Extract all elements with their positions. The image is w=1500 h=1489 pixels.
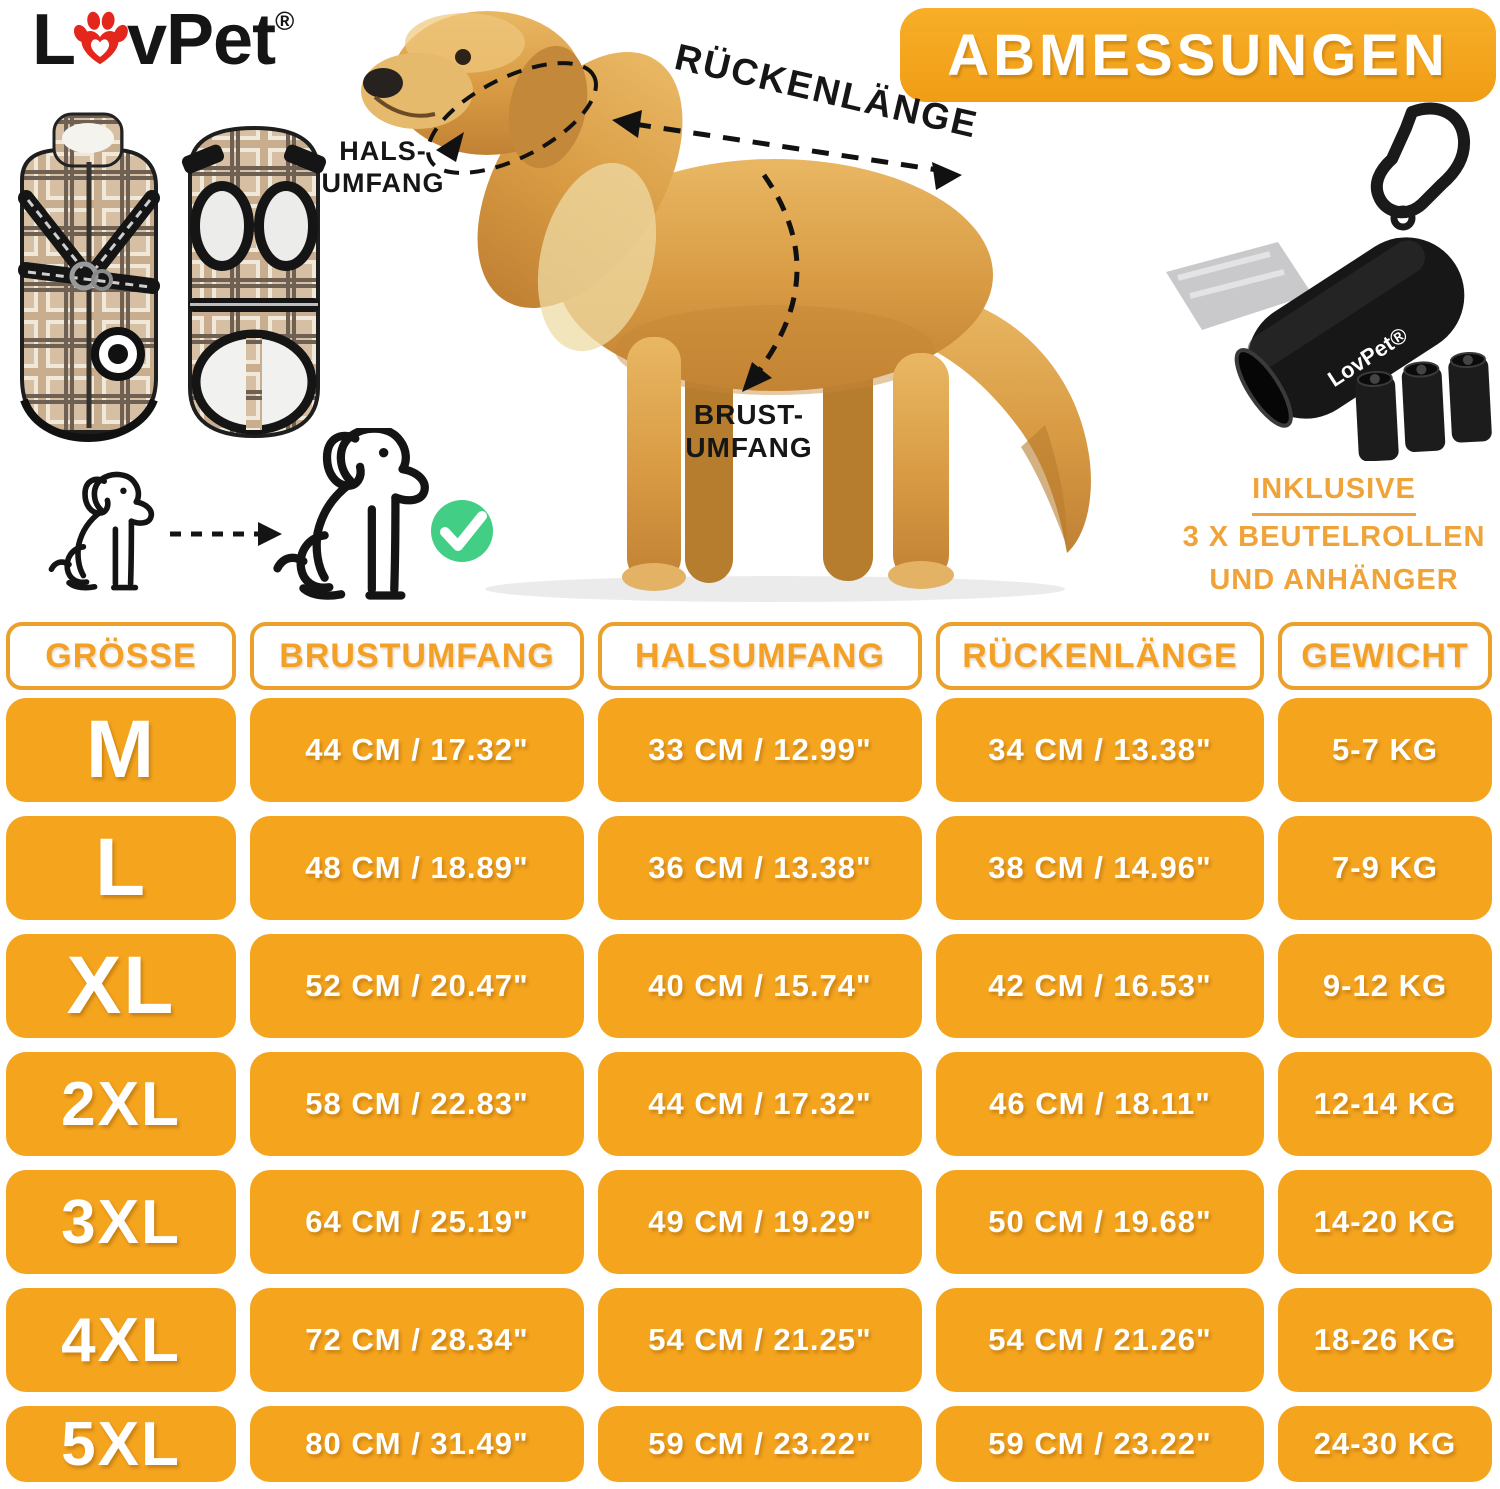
weight-cell: 24-30 KG (1278, 1406, 1492, 1482)
arrowhead (742, 362, 772, 392)
size-cell: L (6, 816, 236, 920)
table-row: 4XL 72 CM / 28.34" 54 CM / 21.25" 54 CM … (0, 1288, 1500, 1392)
arrowhead (258, 522, 282, 546)
size-cell: 3XL (6, 1170, 236, 1274)
logo-letter: L (32, 0, 76, 80)
table-row: M 44 CM / 17.32" 33 CM / 12.99" 34 CM / … (0, 698, 1500, 802)
chest-cell: 80 CM / 31.49" (250, 1406, 584, 1482)
size-up-hint (30, 428, 493, 605)
column-header-rueckenlaenge: RÜCKENLÄNGE (936, 622, 1264, 690)
included-line: UND ANHÄNGER (1209, 564, 1459, 596)
table-row: 2XL 58 CM / 22.83" 44 CM / 17.32" 46 CM … (0, 1052, 1500, 1156)
neck-cell: 36 CM / 13.38" (598, 816, 922, 920)
back-cell: 46 CM / 18.11" (936, 1052, 1264, 1156)
chest-cell: 64 CM / 25.19" (250, 1170, 584, 1274)
page-title: ABMESSUNGEN (947, 22, 1449, 88)
table-row: XL 52 CM / 20.47" 40 CM / 15.74" 42 CM /… (0, 934, 1500, 1038)
neck-measure-ellipse (426, 61, 598, 175)
chest-cell: 44 CM / 17.32" (250, 698, 584, 802)
included-line: 3 X BEUTELROLLEN (1182, 520, 1486, 553)
small-dog-icon (51, 474, 151, 587)
registered-mark: ® (275, 6, 294, 36)
table-row: 5XL 80 CM / 31.49" 59 CM / 23.22" 59 CM … (0, 1406, 1500, 1482)
weight-cell: 12-14 KG (1278, 1052, 1492, 1156)
neck-cell: 40 CM / 15.74" (598, 934, 922, 1038)
check-icon (440, 511, 487, 551)
neck-cell: 59 CM / 23.22" (598, 1406, 922, 1482)
carabiner-icon (1370, 102, 1471, 219)
title-banner: ABMESSUNGEN (900, 8, 1496, 102)
chest-cell: 48 CM / 18.89" (250, 816, 584, 920)
table-header-row: GRÖSSE BRUSTUMFANG HALSUMFANG RÜCKENLÄNG… (0, 622, 1500, 690)
chest-measure-arc (755, 173, 800, 374)
mouth (373, 95, 436, 118)
measurement-annotations (426, 61, 962, 392)
jacket-front-view (18, 112, 160, 442)
paw-heart-icon (73, 11, 128, 65)
weight-cell: 14-20 KG (1278, 1170, 1492, 1274)
size-cell: 5XL (6, 1406, 236, 1482)
back-cell: 59 CM / 23.22" (936, 1406, 1264, 1482)
eye (455, 49, 471, 65)
logo-rest: vPet (126, 0, 276, 80)
back-measure-line (633, 121, 939, 173)
arrowhead (932, 162, 962, 190)
column-header-halsumfang: HALSUMFANG (598, 622, 922, 690)
neck-cell: 49 CM / 19.29" (598, 1170, 922, 1274)
table-row: 3XL 64 CM / 25.19" 49 CM / 19.29" 50 CM … (0, 1170, 1500, 1274)
neck-cell: 33 CM / 12.99" (598, 698, 922, 802)
ear (508, 45, 588, 169)
included-items-note: INKLUSIVE 3 X BEUTELROLLEN UND ANHÄNGER (1178, 468, 1490, 603)
bag-dispenser-illustration: LovPet® (1166, 102, 1492, 461)
jacket-belly-view (181, 125, 327, 439)
size-cell: 2XL (6, 1052, 236, 1156)
dispenser-body: LovPet® (1234, 237, 1465, 428)
size-cell: 4XL (6, 1288, 236, 1392)
included-title: INKLUSIVE (1252, 468, 1416, 516)
back-cell: 38 CM / 14.96" (936, 816, 1264, 920)
arrowhead (436, 132, 464, 162)
body (557, 159, 993, 391)
weight-cell: 7-9 KG (1278, 816, 1492, 920)
table-row: L 48 CM / 18.89" 36 CM / 13.38" 38 CM / … (0, 816, 1500, 920)
back-cell: 42 CM / 16.53" (936, 934, 1264, 1038)
chest-cell: 58 CM / 22.83" (250, 1052, 584, 1156)
column-header-gewicht: GEWICHT (1278, 622, 1492, 690)
arrowhead (612, 110, 642, 138)
back-cell: 50 CM / 19.68" (936, 1170, 1264, 1274)
leg-hole (190, 181, 254, 271)
nose (363, 68, 403, 98)
weight-cell: 18-26 KG (1278, 1288, 1492, 1392)
back-cell: 54 CM / 21.26" (936, 1288, 1264, 1392)
back-cell: 34 CM / 13.38" (936, 698, 1264, 802)
column-header-brustumfang: BRUSTUMFANG (250, 622, 584, 690)
jacket-product-images (18, 112, 327, 442)
neck-cell: 54 CM / 21.25" (598, 1288, 922, 1392)
neck-cell: 44 CM / 17.32" (598, 1052, 922, 1156)
size-cell: M (6, 698, 236, 802)
chest-cell: 52 CM / 20.47" (250, 934, 584, 1038)
size-cell: XL (6, 934, 236, 1038)
brand-logo: L vPet ® (32, 0, 294, 80)
size-chart-table: GRÖSSE BRUSTUMFANG HALSUMFANG RÜCKENLÄNG… (0, 622, 1500, 1482)
bag-rolls (1355, 351, 1492, 461)
column-header-groesse: GRÖSSE (6, 622, 236, 690)
weight-cell: 9-12 KG (1278, 934, 1492, 1038)
weight-cell: 5-7 KG (1278, 698, 1492, 802)
chest-cell: 72 CM / 28.34" (250, 1288, 584, 1392)
hanger-ring (1390, 205, 1416, 231)
leg-hole (254, 181, 318, 271)
big-dog-icon (277, 429, 424, 596)
chest-measure-label: BRUST- UMFANG (685, 399, 813, 464)
neck-measure-label: HALS- UMFANG (321, 136, 445, 198)
